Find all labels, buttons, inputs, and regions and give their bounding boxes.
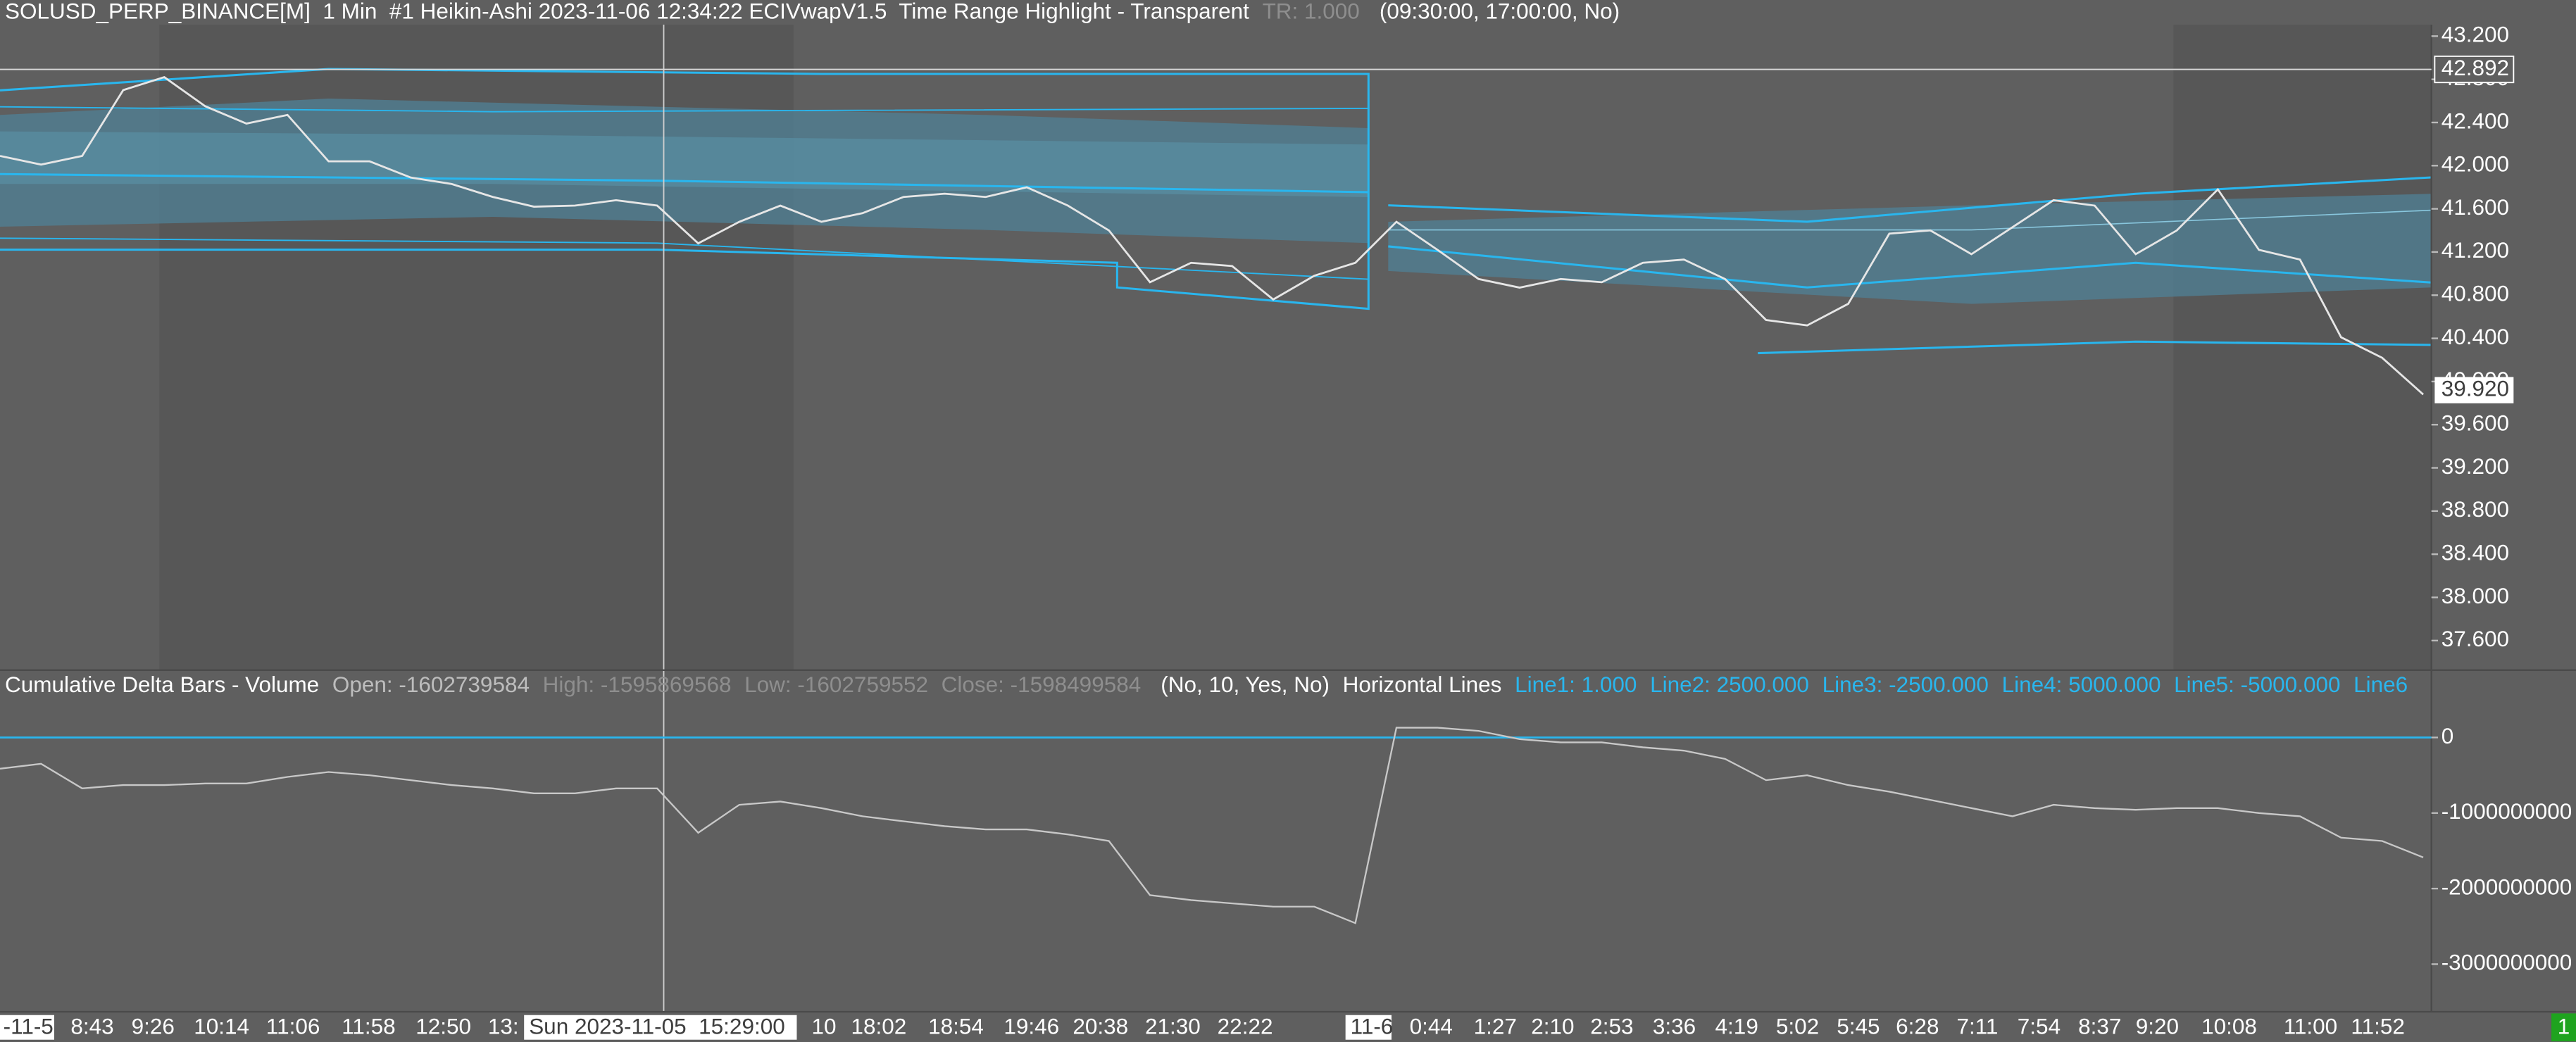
price-tick-label: 42.400: [2441, 108, 2509, 133]
vwap-line: [1388, 209, 2432, 231]
price-tick-label: 39.600: [2441, 410, 2509, 436]
time-label: 18:54: [928, 1014, 984, 1039]
time-label: 13:: [488, 1014, 519, 1039]
time-label: 10:08: [2201, 1014, 2257, 1039]
time-label-box: [524, 1015, 797, 1040]
price-tick-label: 38.800: [2441, 496, 2509, 522]
delta-low: Low: -1602759552: [744, 672, 928, 697]
time-label: 11:52: [2351, 1014, 2404, 1039]
time-label: Sun 2023-11-05 15:29:00: [529, 1014, 785, 1039]
time-highlight: [2173, 24, 2432, 670]
time-label: 2:53: [1590, 1014, 1633, 1039]
time-label: 6:28: [1896, 1014, 1939, 1039]
line-setting: Line4: 5000.000: [2002, 672, 2161, 697]
vwap-outer: [1758, 340, 2432, 355]
time-label: 3:36: [1653, 1014, 1696, 1039]
price-tick-label: 38.000: [2441, 583, 2509, 608]
vwap-band-inner: [0, 131, 1369, 197]
time-label: 4:19: [1715, 1014, 1758, 1039]
line-setting: Line2: 2500.000: [1650, 672, 1809, 697]
time-label: 7:11: [1956, 1014, 1998, 1039]
time-label: 21:30: [1145, 1014, 1201, 1039]
price-marker: [2434, 55, 2515, 84]
vwap-line: [0, 237, 1369, 280]
delta-open: Open: -1602739584: [332, 672, 530, 697]
delta-tick-label: -2000000000: [2441, 874, 2572, 899]
line-setting: Line3: -2500.000: [1822, 672, 1989, 697]
header-tr: TR: 1.000: [1263, 0, 1360, 24]
time-label: 18:02: [851, 1014, 906, 1039]
time-label: 1:27: [1474, 1014, 1517, 1039]
price-tick-label: 42.000: [2441, 151, 2509, 177]
delta-params: (No, 10, Yes, No): [1161, 672, 1330, 697]
header-params: (09:30:00, 17:00:00, No): [1380, 0, 1620, 24]
price-marker-label: 42.892: [2441, 55, 2509, 80]
line-setting: Line5: -5000.000: [2174, 672, 2340, 697]
time-label: 9:20: [2136, 1014, 2179, 1039]
lines-title: Horizontal Lines: [1343, 672, 1502, 697]
delta-header: Cumulative Delta Bars - Volume Open: -160…: [5, 672, 2408, 697]
price-tick-label: 41.600: [2441, 194, 2509, 220]
time-label: -11-5: [4, 1014, 54, 1039]
status-box: [2551, 1013, 2576, 1042]
price-marker-label: 39.920: [2441, 375, 2509, 401]
line-setting: Line6: [2353, 672, 2408, 697]
time-label: 11:00: [2284, 1014, 2337, 1039]
time-label: 11:58: [342, 1014, 395, 1039]
time-label: 9:26: [132, 1014, 175, 1039]
price-tick-label: 40.400: [2441, 324, 2509, 349]
time-label: 12:50: [415, 1014, 471, 1039]
vwap-center: [0, 172, 1369, 194]
time-label: 0:44: [1410, 1014, 1453, 1039]
time-label: 11:06: [266, 1014, 320, 1039]
price-tick-label: 40.800: [2441, 281, 2509, 306]
delta-line: [0, 727, 2424, 924]
time-label: 20:38: [1073, 1014, 1128, 1039]
delta-high: High: -1595869568: [543, 672, 732, 697]
vwap-outer: [0, 68, 1370, 310]
vwap-outer: [1388, 176, 2432, 223]
time-label: 10:14: [194, 1014, 249, 1039]
time-label: 22:22: [1218, 1014, 1273, 1039]
time-label: 8:37: [2078, 1014, 2121, 1039]
time-label: 10: [811, 1014, 836, 1039]
price-marker: [2434, 377, 2514, 403]
line-setting: Line1: 1.000: [1515, 672, 1637, 697]
price-line: [0, 76, 2424, 396]
vwap-line: [0, 106, 1369, 113]
time-label-box: [0, 1015, 54, 1040]
price-tick-label: 38.400: [2441, 540, 2509, 565]
time-label: 5:45: [1837, 1014, 1880, 1039]
time-label: 2:10: [1531, 1014, 1574, 1039]
time-label-box: [1345, 1015, 1392, 1040]
time-label: 7:54: [2018, 1014, 2061, 1039]
time-label: 5:02: [1776, 1014, 1819, 1039]
delta-close: Close: -1598499584: [942, 672, 1142, 697]
delta-tick-label: -3000000000: [2441, 950, 2572, 975]
time-label: 19:46: [1003, 1014, 1059, 1039]
time-label: 11-6: [1351, 1014, 1394, 1039]
delta-tick-label: 0: [2441, 723, 2454, 748]
header-main: SOLUSD_PERP_BINANCE[M] 1 Min #1 Heikin-A…: [5, 0, 1249, 24]
price-tick-label: 43.200: [2441, 22, 2509, 47]
price-tick-label: 41.200: [2441, 237, 2509, 263]
price-tick-label: 37.600: [2441, 626, 2509, 651]
vwap-center: [1388, 245, 2432, 289]
delta-tick-label: -1000000000: [2441, 798, 2572, 824]
delta-title: Cumulative Delta Bars - Volume: [5, 672, 319, 697]
chart-header: SOLUSD_PERP_BINANCE[M] 1 Min #1 Heikin-A…: [5, 0, 1620, 24]
price-tick-label: 39.200: [2441, 453, 2509, 479]
status-text: 1: [2558, 1014, 2570, 1039]
time-label: 8:43: [70, 1014, 113, 1039]
